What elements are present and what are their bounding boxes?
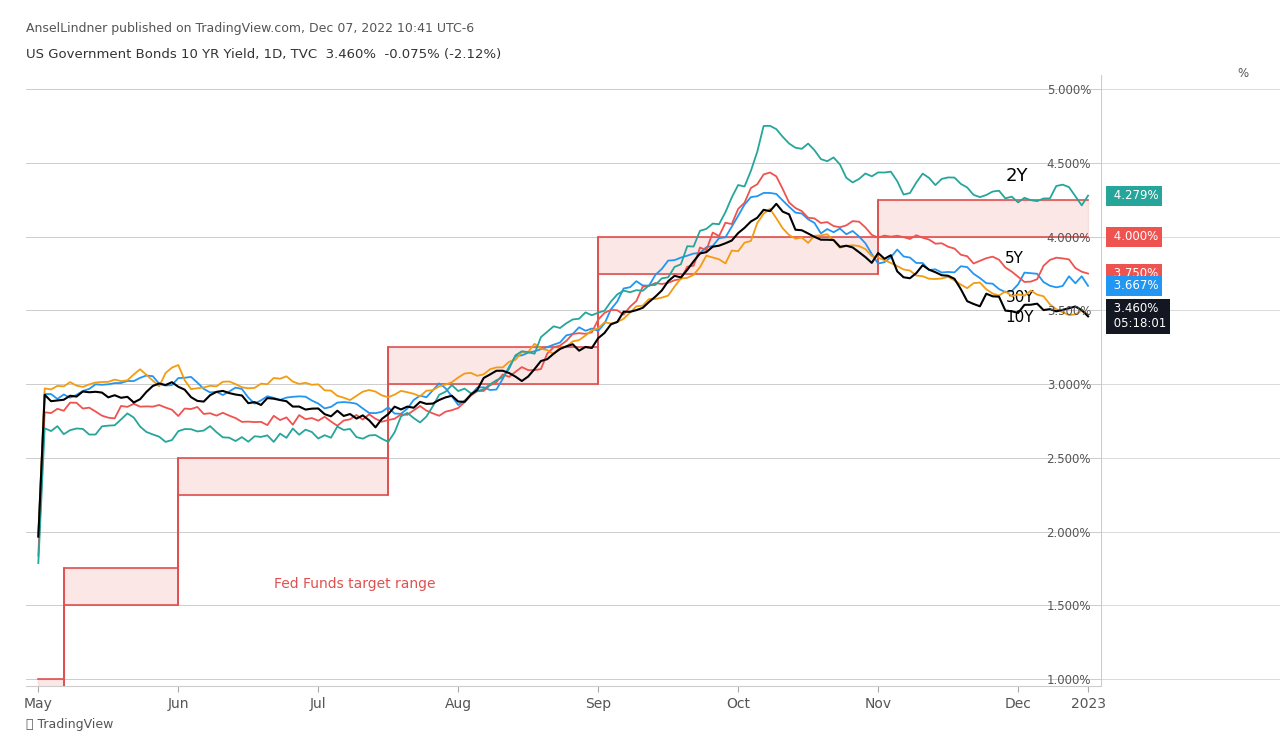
2Y: [763, 122, 778, 131]
Text: 3.750%: 3.750%: [1110, 267, 1158, 280]
5Y: [1068, 263, 1083, 272]
2Y: [324, 433, 339, 442]
5Y: [763, 168, 778, 177]
10Y: [1080, 312, 1096, 321]
10Y: [56, 395, 72, 404]
5Y: [699, 245, 714, 254]
2Y: [1080, 191, 1096, 200]
30Y: [56, 382, 72, 391]
5Y_b: [731, 211, 746, 220]
5Y: [324, 417, 339, 426]
Line: 2Y: 2Y: [38, 126, 1088, 563]
5Y_b: [1080, 281, 1096, 290]
30Y: [31, 532, 46, 541]
Text: US Government Bonds 10 YR Yield, 1D, TVC  3.460%  -0.075% (-2.12%): US Government Bonds 10 YR Yield, 1D, TVC…: [26, 48, 500, 61]
Text: 3.667%: 3.667%: [1110, 279, 1158, 292]
Text: 4.000%: 4.000%: [1110, 231, 1158, 243]
Line: 5Y: 5Y: [38, 172, 1088, 556]
10Y: [1068, 302, 1083, 311]
10Y: [324, 412, 339, 421]
5Y_b: [699, 242, 714, 251]
5Y_b: [56, 390, 72, 399]
Text: 2Y: 2Y: [1005, 166, 1028, 185]
10Y: [1023, 300, 1038, 309]
Text: 10Y: 10Y: [1005, 310, 1034, 325]
5Y: [1080, 269, 1096, 278]
5Y_b: [756, 189, 772, 198]
2Y: [1023, 195, 1038, 204]
5Y: [31, 551, 46, 560]
2Y: [1068, 192, 1083, 201]
5Y_b: [324, 402, 339, 411]
Line: 5Y_b: 5Y_b: [38, 193, 1088, 535]
Text: AnselLindner published on TradingView.com, Dec 07, 2022 10:41 UTC-6: AnselLindner published on TradingView.co…: [26, 22, 474, 35]
Text: Fed Funds target range: Fed Funds target range: [274, 577, 435, 591]
Text: 30Y: 30Y: [1005, 289, 1034, 304]
Text: 3.472%: 3.472%: [1110, 308, 1158, 321]
30Y: [731, 247, 746, 256]
10Y: [731, 228, 746, 237]
5Y: [731, 204, 746, 213]
30Y: [699, 251, 714, 260]
Line: 30Y: 30Y: [38, 209, 1088, 536]
Text: 5Y: 5Y: [1005, 251, 1024, 266]
5Y: [56, 407, 72, 416]
10Y: [699, 248, 714, 257]
Line: 10Y: 10Y: [38, 204, 1088, 536]
5Y_b: [1023, 269, 1038, 278]
10Y: [769, 199, 785, 208]
5Y_b: [31, 530, 46, 539]
2Y: [699, 225, 714, 233]
30Y: [763, 204, 778, 213]
30Y: [1080, 310, 1096, 319]
5Y_b: [1068, 279, 1083, 288]
5Y: [1023, 278, 1038, 286]
2Y: [56, 430, 72, 439]
Text: 📊 TradingView: 📊 TradingView: [26, 718, 113, 731]
30Y: [324, 386, 339, 395]
30Y: [1068, 310, 1083, 319]
Text: %: %: [1236, 67, 1248, 80]
2Y: [31, 559, 46, 568]
30Y: [1023, 286, 1038, 295]
2Y: [731, 181, 746, 189]
10Y: [31, 532, 46, 541]
Text: 3.460%
 05:18:01: 3.460% 05:18:01: [1110, 302, 1166, 330]
Text: 4.279%: 4.279%: [1110, 189, 1158, 202]
